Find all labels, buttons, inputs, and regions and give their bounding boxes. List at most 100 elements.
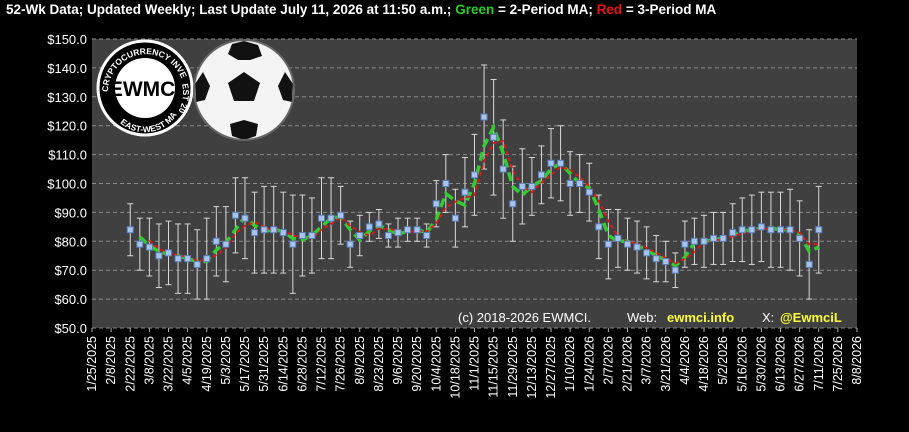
marks [126,64,823,300]
x-tick-label: 4/4/2026 [678,336,692,385]
marker [604,240,612,248]
marker [241,214,249,222]
x-tick-label: 5/30/2026 [754,336,768,392]
x-tick-label: 12/13/2025 [525,336,539,399]
marker [184,255,192,263]
marker [700,237,708,245]
marker [796,234,804,242]
x-tick-label: 3/7/2026 [640,336,654,385]
x-tick-label: 6/14/2025 [276,336,290,392]
marker [652,255,660,263]
marker [480,113,488,121]
marker [643,249,651,257]
x-tick-label: 3/21/2026 [659,336,673,392]
x-tick-label: 11/1/2025 [468,336,482,391]
x-tick-label: 1/24/2026 [582,336,596,392]
grid: $50.0 $60.0 $70.0 $80.0 $90.0 $100.0 $110.0 $12… [47,32,864,399]
marker [461,188,469,196]
x-tick-label: 6/28/2025 [295,336,309,392]
marker [805,260,813,268]
marker [490,133,498,141]
marker [365,223,373,231]
x-tick-label: 9/6/2025 [391,336,405,385]
y-tick-label: $60.0 [54,292,87,307]
marker [145,243,153,251]
footer-part: ewmci.info [667,310,734,325]
x-tick-label: 7/26/2025 [334,336,348,392]
x-tick-label: 1/10/2026 [563,336,577,392]
marker [547,159,555,167]
title-part: = 3-Period MA [622,2,716,17]
y-tick-label: $100.0 [47,177,87,192]
x-tick-label: 3/8/2025 [142,336,156,385]
marker [499,165,507,173]
marker [767,226,775,234]
marker [270,226,278,234]
ball-patch [195,72,210,102]
marker [719,234,727,242]
x-tick-label: 4/5/2025 [181,336,195,385]
x-tick-label: 9/20/2025 [410,336,424,392]
marker [203,255,211,263]
x-tick-label: 10/4/2025 [429,336,443,392]
marker [442,180,450,187]
marker [222,240,230,248]
x-tick-label: 11/15/2025 [487,336,501,398]
x-tick-label: 4/19/2025 [200,336,214,392]
marker [518,182,526,190]
marker [471,171,478,179]
marker [757,223,765,231]
marker [681,240,689,248]
marker [155,252,163,260]
x-tick-label: 2/8/2025 [104,336,118,385]
marker [576,180,584,187]
marker [509,200,517,208]
x-tick-label: 2/7/2026 [601,336,615,385]
marker [614,234,622,242]
marker [815,226,823,234]
marker [595,223,603,231]
marker [165,249,172,257]
x-tick-label: 7/25/2026 [831,336,845,392]
marker [566,180,574,187]
title-part: Red [597,2,623,17]
marker [356,232,364,240]
chart-title: 52-Wk Data; Updated Weekly; Last Update … [6,2,717,17]
y-tick-label: $150.0 [47,32,87,47]
marker [662,258,670,266]
marker [585,188,593,196]
marker [193,260,201,268]
footer-part: (c) 2018-2026 EWMCI. [458,310,591,325]
ball-patch [228,72,260,101]
marker [136,240,144,248]
title-part: Green [455,2,494,17]
marker [557,159,565,167]
y-tick-label: $120.0 [47,119,87,134]
x-tick-label: 5/17/2025 [238,336,252,392]
marker [346,240,354,248]
marker [738,226,746,234]
marker [432,200,440,208]
marker [260,226,268,234]
marker [174,255,182,263]
y-tick-label: $80.0 [54,234,87,249]
marker [404,226,412,234]
y-tick-label: $90.0 [54,205,87,220]
soccer-ball [193,39,295,141]
x-tick-label: 3/22/2025 [162,336,176,392]
x-tick-label: 2/22/2025 [123,336,137,392]
marker [423,232,431,240]
marker [537,171,545,179]
ball-patch [230,120,258,140]
x-tick-label: 8/23/2025 [372,336,386,392]
logo-center: EWMCI [109,78,181,101]
x-tick-label: 4/18/2026 [697,336,711,392]
ball-patch [228,41,262,60]
x-tick-label: 2/21/2026 [621,336,635,392]
x-tick-label: 5/2/2026 [716,336,730,385]
marker [327,214,335,222]
marker [298,232,306,240]
marker [671,266,679,274]
marker [384,232,392,240]
marker [624,240,631,248]
